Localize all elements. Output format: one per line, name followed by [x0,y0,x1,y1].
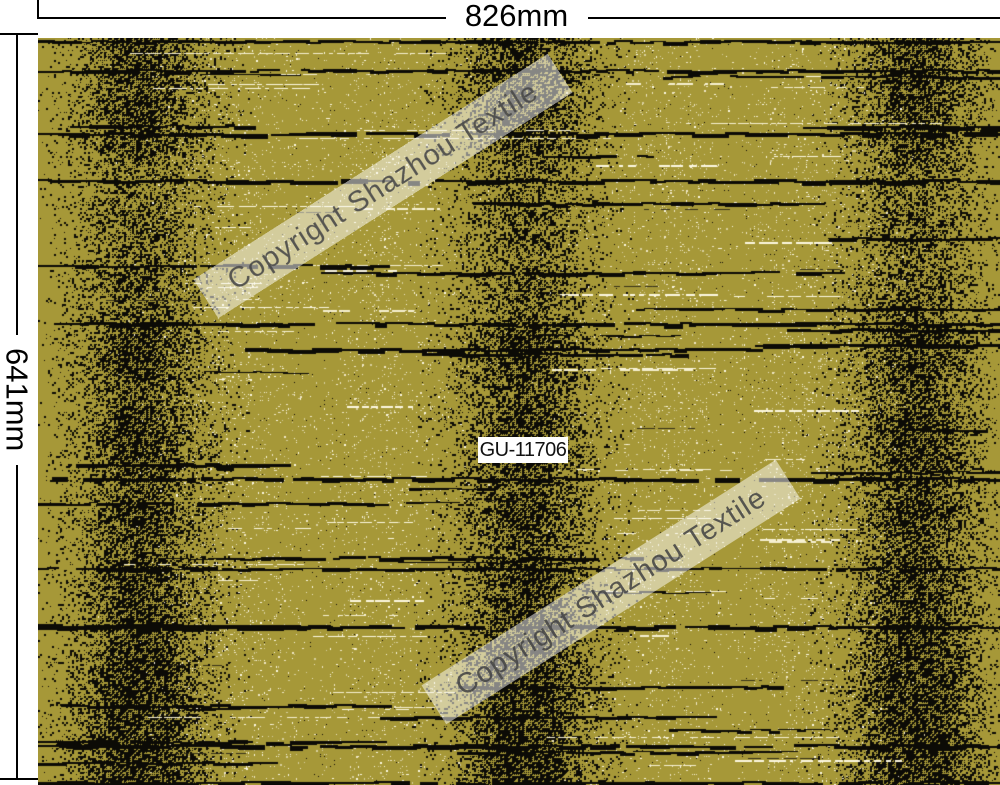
top-dimension-line-right [588,17,1000,19]
top-dimension-left-tick [37,0,39,19]
left-dimension-line-bottom [16,465,18,779]
fabric-code-label: GU-11706 [478,437,568,463]
top-dimension-line-left [37,17,446,19]
height-dimension-label: 641mm [0,348,35,452]
left-dimension-line-top [16,35,18,335]
width-dimension-label: 826mm [464,0,569,33]
left-dimension-top-tick [0,33,38,35]
left-dimension-bottom-tick [0,778,38,780]
